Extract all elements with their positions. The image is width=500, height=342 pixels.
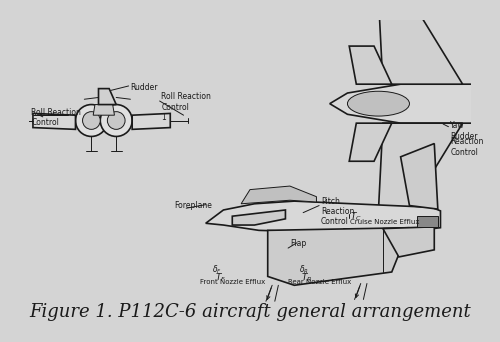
Text: Flap: Flap xyxy=(290,239,306,248)
Text: Pitch
Reaction
Control: Pitch Reaction Control xyxy=(321,197,354,226)
Circle shape xyxy=(76,105,108,136)
Text: Figure 1. P112C-6 aircraft general arrangement: Figure 1. P112C-6 aircraft general arran… xyxy=(29,303,471,321)
Circle shape xyxy=(100,105,132,136)
Polygon shape xyxy=(132,114,170,129)
Polygon shape xyxy=(378,123,462,210)
Text: Yaw
Rudder: Yaw Rudder xyxy=(450,121,477,141)
Polygon shape xyxy=(206,201,440,232)
Text: Roll Reaction
Control
1: Roll Reaction Control 1 xyxy=(162,92,212,122)
Polygon shape xyxy=(98,89,116,105)
Polygon shape xyxy=(241,186,316,204)
Polygon shape xyxy=(93,105,114,115)
Text: Roll Reaction
Control: Roll Reaction Control xyxy=(31,108,81,128)
Circle shape xyxy=(108,111,125,129)
Text: $T_R$: $T_R$ xyxy=(302,271,312,284)
Bar xyxy=(416,216,438,227)
Text: Cruise Nozzle Efflux: Cruise Nozzle Efflux xyxy=(350,219,420,225)
Text: Rear Nozzle Efflux: Rear Nozzle Efflux xyxy=(288,279,352,285)
Polygon shape xyxy=(400,144,438,209)
Polygon shape xyxy=(330,84,500,123)
Polygon shape xyxy=(349,123,392,161)
Text: $T_F$: $T_F$ xyxy=(214,271,226,284)
Circle shape xyxy=(82,111,100,129)
Text: Rudder: Rudder xyxy=(130,83,158,92)
Polygon shape xyxy=(33,114,76,129)
Polygon shape xyxy=(268,228,410,285)
Polygon shape xyxy=(349,46,392,84)
Polygon shape xyxy=(383,227,434,257)
Ellipse shape xyxy=(348,91,410,116)
Text: $\delta_R$: $\delta_R$ xyxy=(298,263,308,276)
Polygon shape xyxy=(232,210,285,225)
Text: Foreplane: Foreplane xyxy=(174,201,212,210)
Text: $T_C$: $T_C$ xyxy=(350,211,362,223)
Text: Front Nozzle Efflux: Front Nozzle Efflux xyxy=(200,279,265,285)
Text: $\delta_F$: $\delta_F$ xyxy=(212,263,222,276)
Text: Reaction
Control: Reaction Control xyxy=(450,137,484,157)
Polygon shape xyxy=(378,0,462,84)
